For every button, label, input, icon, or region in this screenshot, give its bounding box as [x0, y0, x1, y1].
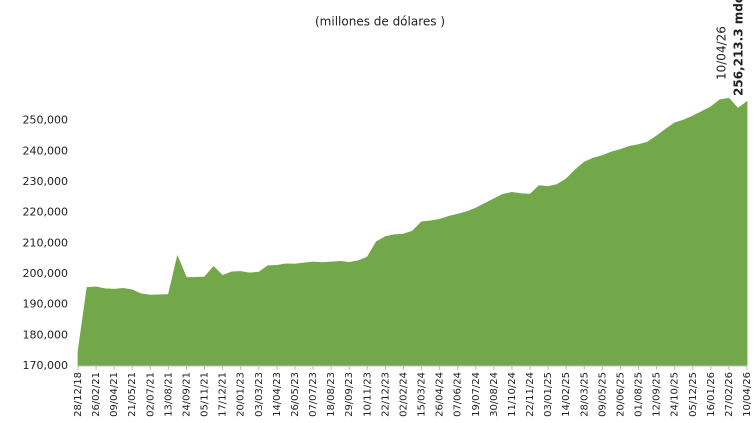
x-tick-label: 26/05/23 [290, 372, 301, 417]
x-tick-label: 16/01/26 [706, 372, 717, 417]
x-tick-label: 01/08/25 [634, 372, 645, 417]
y-tick-label: 200,000 [23, 267, 69, 280]
x-tick-label: 12/09/25 [652, 372, 663, 417]
annotation-value: 256,213.3 mdd [732, 0, 746, 96]
x-tick-label: 28/03/25 [579, 372, 590, 417]
x-tick-label: 11/10/24 [507, 372, 518, 417]
x-tick-label: 03/01/25 [543, 372, 554, 417]
x-tick-label: 22/12/23 [380, 372, 391, 417]
y-tick-label: 180,000 [23, 328, 69, 341]
y-tick-label: 210,000 [23, 236, 69, 249]
y-tick-label: 170,000 [23, 359, 69, 372]
y-tick-label: 230,000 [23, 175, 69, 188]
x-tick-label: 27/02/26 [724, 372, 735, 417]
x-tick-label: 20/06/25 [615, 372, 626, 417]
x-tick-label: 30/08/24 [489, 372, 500, 417]
chart-subtitle: (millones de dólares ) [315, 15, 445, 29]
y-tick-label: 220,000 [23, 206, 69, 219]
area [77, 97, 748, 367]
x-tick-label: 29/09/23 [344, 372, 355, 417]
x-tick-label: 26/02/21 [91, 372, 102, 417]
x-tick-label: 09/04/21 [109, 372, 120, 417]
x-tick-label: 05/11/21 [200, 372, 211, 417]
x-tick-label: 02/02/24 [398, 372, 409, 417]
x-tick-label: 20/01/23 [236, 372, 247, 417]
x-tick-label: 07/07/23 [308, 372, 319, 417]
x-tick-label: 15/03/24 [417, 372, 428, 417]
x-tick-label: 18/08/23 [326, 372, 337, 417]
y-tick-label: 250,000 [23, 114, 69, 127]
x-tick-label: 14/04/23 [272, 372, 283, 417]
x-tick-label: 10/11/23 [362, 372, 373, 417]
annotation-date: 10/04/26 [715, 26, 729, 80]
x-tick-label: 19/07/24 [471, 372, 482, 417]
x-tick-label: 24/10/25 [670, 372, 681, 417]
x-tick-label: 24/09/21 [181, 372, 192, 417]
x-tick-label: 26/04/24 [435, 372, 446, 417]
x-tick-label: 07/06/24 [453, 372, 464, 417]
x-tick-label: 21/05/21 [127, 372, 138, 417]
y-tick-label: 240,000 [23, 144, 69, 157]
x-tick-label: 22/11/24 [525, 372, 536, 417]
x-tick-label: 09/05/25 [597, 372, 608, 417]
x-tick-label: 05/12/25 [688, 372, 699, 417]
y-tick-label: 190,000 [23, 298, 69, 311]
x-tick-label: 17/12/21 [218, 372, 229, 417]
x-tick-label: 03/03/23 [254, 372, 265, 417]
x-tick-label: 14/02/25 [561, 372, 572, 417]
x-tick-label: 28/12/18 [73, 372, 84, 417]
x-tick-label: 10/04/26 [742, 372, 753, 417]
x-tick-label: 13/08/21 [163, 372, 174, 417]
x-tick-label: 02/07/21 [145, 372, 156, 417]
